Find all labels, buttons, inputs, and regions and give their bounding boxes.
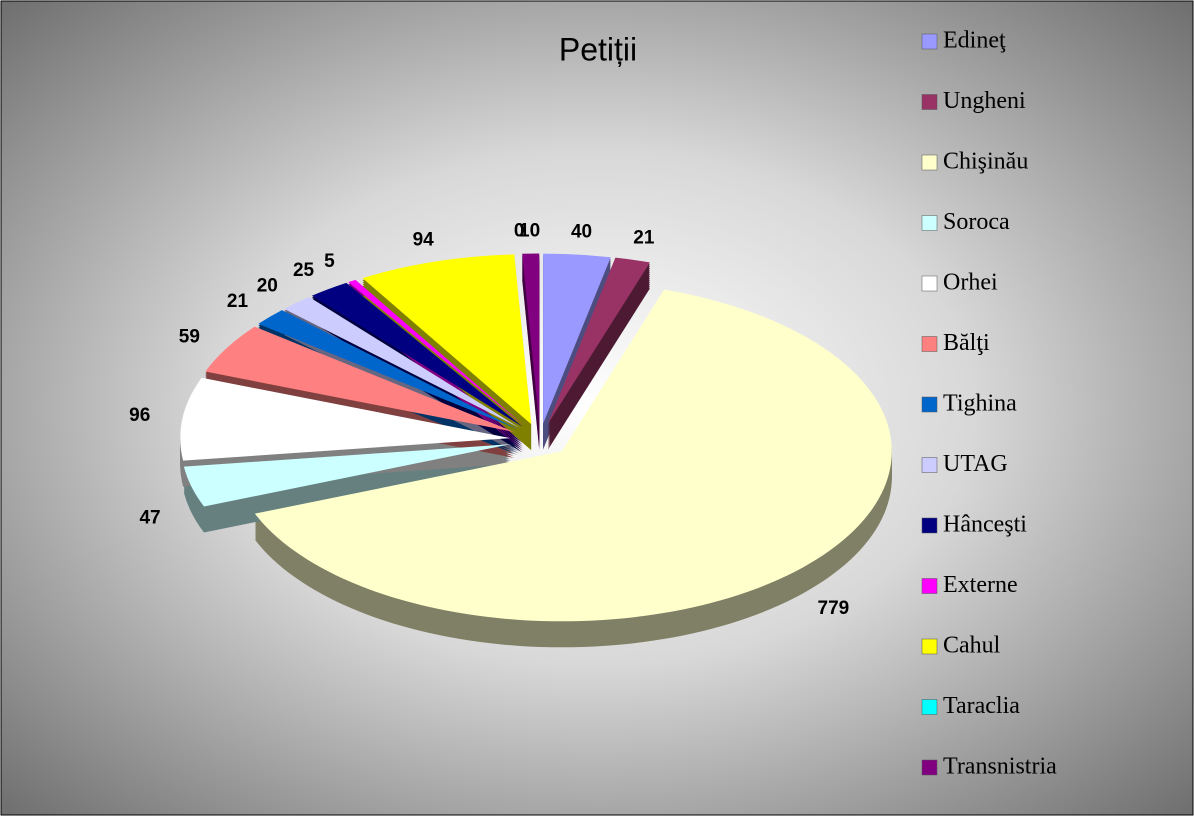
data-label: 94 [413, 229, 435, 250]
data-label: 21 [227, 291, 249, 312]
legend-swatch [921, 94, 938, 110]
slice [348, 279, 525, 426]
legend-label: Cahul [943, 633, 1001, 659]
legend-swatch [921, 154, 938, 171]
data-label: 779 [818, 598, 850, 619]
legend-swatch [921, 33, 938, 50]
slice [254, 289, 892, 622]
data-labels: 40 21 779 47 96 59 21 20 25 5 94 010 [129, 220, 849, 618]
slice [205, 326, 514, 432]
legend-label: Tighina [943, 391, 1017, 417]
legend-label: Chişinău [943, 149, 1028, 175]
data-label: 25 [293, 260, 315, 281]
legend-swatch [921, 699, 938, 715]
legend-swatch [921, 215, 938, 231]
legend-label: Externe [943, 572, 1018, 598]
chart-title: Petiții [559, 31, 637, 67]
slice [183, 444, 511, 507]
legend-label: Edineţ [943, 28, 1006, 54]
legend-label: Hânceşti [943, 512, 1027, 538]
slices [180, 253, 892, 622]
legend-label: Transnistria [943, 754, 1057, 780]
legend-label: Ungheni [943, 88, 1026, 114]
slice [547, 257, 650, 425]
data-label: 40 [571, 222, 592, 243]
legend-label: Orhei [943, 270, 998, 296]
legend-swatch [921, 275, 938, 292]
legend-swatch [921, 759, 938, 776]
data-label: 0 [514, 221, 525, 242]
legend-swatch [921, 336, 938, 352]
legend-swatch [921, 578, 938, 594]
slice [543, 253, 611, 424]
data-label: 96 [129, 405, 150, 426]
legend-label: UTAG [943, 451, 1008, 477]
data-label: 10 [519, 220, 540, 241]
data-label: 20 [257, 275, 278, 296]
slice [258, 310, 518, 430]
data-label: 47 [139, 507, 160, 528]
data-label: 59 [179, 326, 200, 347]
data-label: 5 [324, 251, 335, 272]
legend-swatch [921, 457, 938, 473]
data-label: 21 [633, 227, 655, 248]
slice [284, 296, 520, 428]
slice [522, 253, 540, 424]
slice [311, 282, 523, 427]
legend-label: Taraclia [943, 693, 1020, 719]
slice [362, 254, 532, 425]
legend-swatch [921, 638, 938, 655]
legend: Edineţ Ungheni Chişinău Soroca Orhei Bălţi Tig… [921, 28, 1057, 780]
legend-label: Soroca [943, 209, 1010, 235]
legend-swatch [921, 517, 938, 534]
legend-label: Bălţi [943, 330, 990, 356]
slice [180, 377, 511, 461]
legend-swatch [921, 396, 938, 413]
